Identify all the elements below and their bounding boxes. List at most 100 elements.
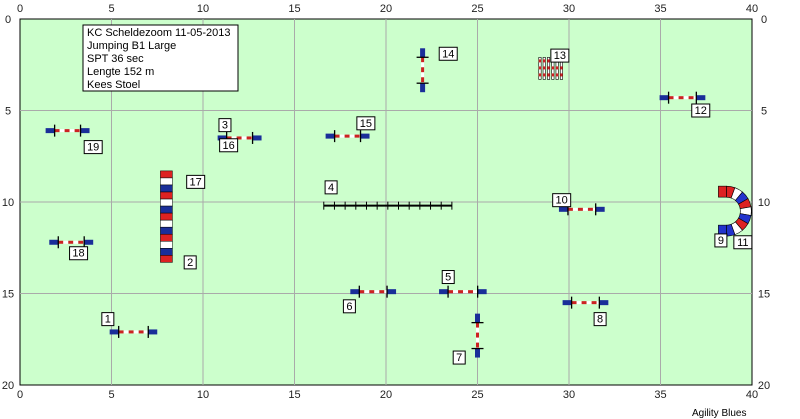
obstacle-layer (45, 48, 752, 358)
hurdle-bar-segment (577, 207, 583, 211)
hurdle-bar-segment (668, 96, 674, 100)
info-length: Lengte 152 m (87, 66, 154, 78)
hurdle-bar-segment (54, 129, 60, 133)
obstacle-number-12: 12 (691, 103, 711, 118)
hurdle-wing (696, 95, 706, 101)
weave-stripe (560, 66, 563, 70)
hurdle-bar-segment (226, 136, 232, 140)
hurdle-bar-segment (567, 207, 573, 211)
wall-block (160, 205, 173, 214)
y-tick-label-right: 20 (758, 380, 770, 392)
number-box (101, 312, 115, 327)
hurdle-12 (659, 91, 706, 104)
hurdle-bar-segment (59, 129, 65, 133)
hurdle-wing (84, 239, 94, 245)
hurdle-bar-segment (58, 240, 64, 244)
hurdle-bar-segment (241, 136, 247, 140)
hurdle-bar-segment (453, 290, 459, 294)
hurdle-wing (439, 289, 449, 295)
hurdle-wing (350, 289, 360, 295)
hurdle-wing (475, 348, 480, 358)
hurdle-bar-segment (421, 77, 425, 83)
number-box (733, 235, 753, 250)
x-tick-label-bottom: 40 (746, 389, 758, 401)
x-tick-label-bottom: 15 (288, 389, 300, 401)
x-tick-label-top: 20 (380, 3, 392, 15)
y-tick-label-right: 5 (761, 106, 767, 118)
number-box (69, 246, 89, 261)
hurdle-5 (439, 285, 487, 298)
hurdle-bar-segment (64, 129, 70, 133)
hurdle-14 (416, 48, 429, 93)
weave-stripe (547, 66, 550, 70)
hurdle-wing (148, 329, 158, 335)
hurdle-bar-segment (374, 290, 380, 294)
obstacle-number-8: 8 (593, 312, 607, 327)
hurdle-bar-segment (576, 301, 582, 305)
obstacle-number-1: 1 (101, 312, 115, 327)
wall-block (160, 198, 173, 207)
info-club-date: KC Scheldezoom 11-05-2013 (87, 27, 231, 39)
hurdle-bar-segment (421, 57, 425, 63)
number-text: 17 (190, 176, 202, 188)
hurdle-bar-segment (572, 207, 578, 211)
obstacle-number-2: 2 (183, 255, 197, 270)
x-tick-label-top: 5 (108, 3, 114, 15)
hurdle-bar-segment (339, 134, 345, 138)
number-text: 8 (597, 314, 603, 326)
number-text: 15 (360, 118, 372, 130)
hurdle-bar-segment (74, 129, 80, 133)
x-tick-label-top: 30 (563, 3, 575, 15)
y-tick-label-right: 0 (761, 14, 767, 26)
hurdle-wing (558, 206, 568, 212)
hurdle-bar-segment (596, 301, 600, 305)
hurdle-bar-segment (236, 136, 242, 140)
number-text: 5 (445, 272, 451, 284)
obstacle-number-4: 4 (324, 180, 338, 195)
number-text: 19 (87, 142, 99, 154)
hurdle-bar-segment (476, 337, 479, 343)
hurdle-bar-segment (78, 240, 84, 244)
x-tick-label-bottom: 20 (380, 389, 392, 401)
wall-2 (160, 170, 173, 263)
hurdle-bar-segment (476, 322, 479, 328)
obstacle-number-13: 13 (550, 48, 570, 63)
hurdle-wing (80, 128, 90, 134)
number-box (183, 255, 197, 270)
hurdle-bar-segment (246, 136, 252, 140)
hurdle-bar-segment (476, 332, 479, 338)
hurdle-bar-segment (138, 330, 144, 334)
hurdle-bar-segment (476, 327, 479, 333)
hurdle-bar-segment (582, 207, 588, 211)
number-text: 10 (556, 195, 568, 207)
hurdle-bar-segment (421, 67, 425, 73)
number-box (218, 118, 232, 133)
x-tick-label-top: 40 (746, 3, 758, 15)
wall-block (160, 184, 173, 193)
wall-block (160, 177, 173, 186)
hurdle-bar-segment (683, 96, 689, 100)
number-box (441, 270, 455, 285)
weave-stripe (551, 73, 555, 77)
number-text: 6 (346, 301, 352, 313)
hurdle-wing (477, 289, 487, 295)
wall-block (160, 233, 173, 242)
hurdle-bar-segment (334, 134, 340, 138)
hurdle-bar-segment (673, 96, 679, 100)
x-tick-label-bottom: 10 (197, 389, 209, 401)
hurdle-18 (49, 236, 94, 249)
hurdle-8 (562, 296, 609, 309)
number-box (550, 48, 570, 63)
number-text: 4 (328, 182, 334, 194)
obstacle-number-15: 15 (356, 116, 376, 131)
hurdle-bar-segment (359, 290, 365, 294)
hurdle-bar-segment (231, 136, 237, 140)
info-spt: SPT 36 sec (87, 53, 144, 65)
wall-block (160, 212, 173, 221)
hurdle-1 (109, 325, 158, 338)
number-text: 1 (105, 314, 111, 326)
hurdle-wing (420, 48, 426, 58)
hurdle-7 (471, 313, 484, 358)
hurdle-bar-segment (678, 96, 684, 100)
